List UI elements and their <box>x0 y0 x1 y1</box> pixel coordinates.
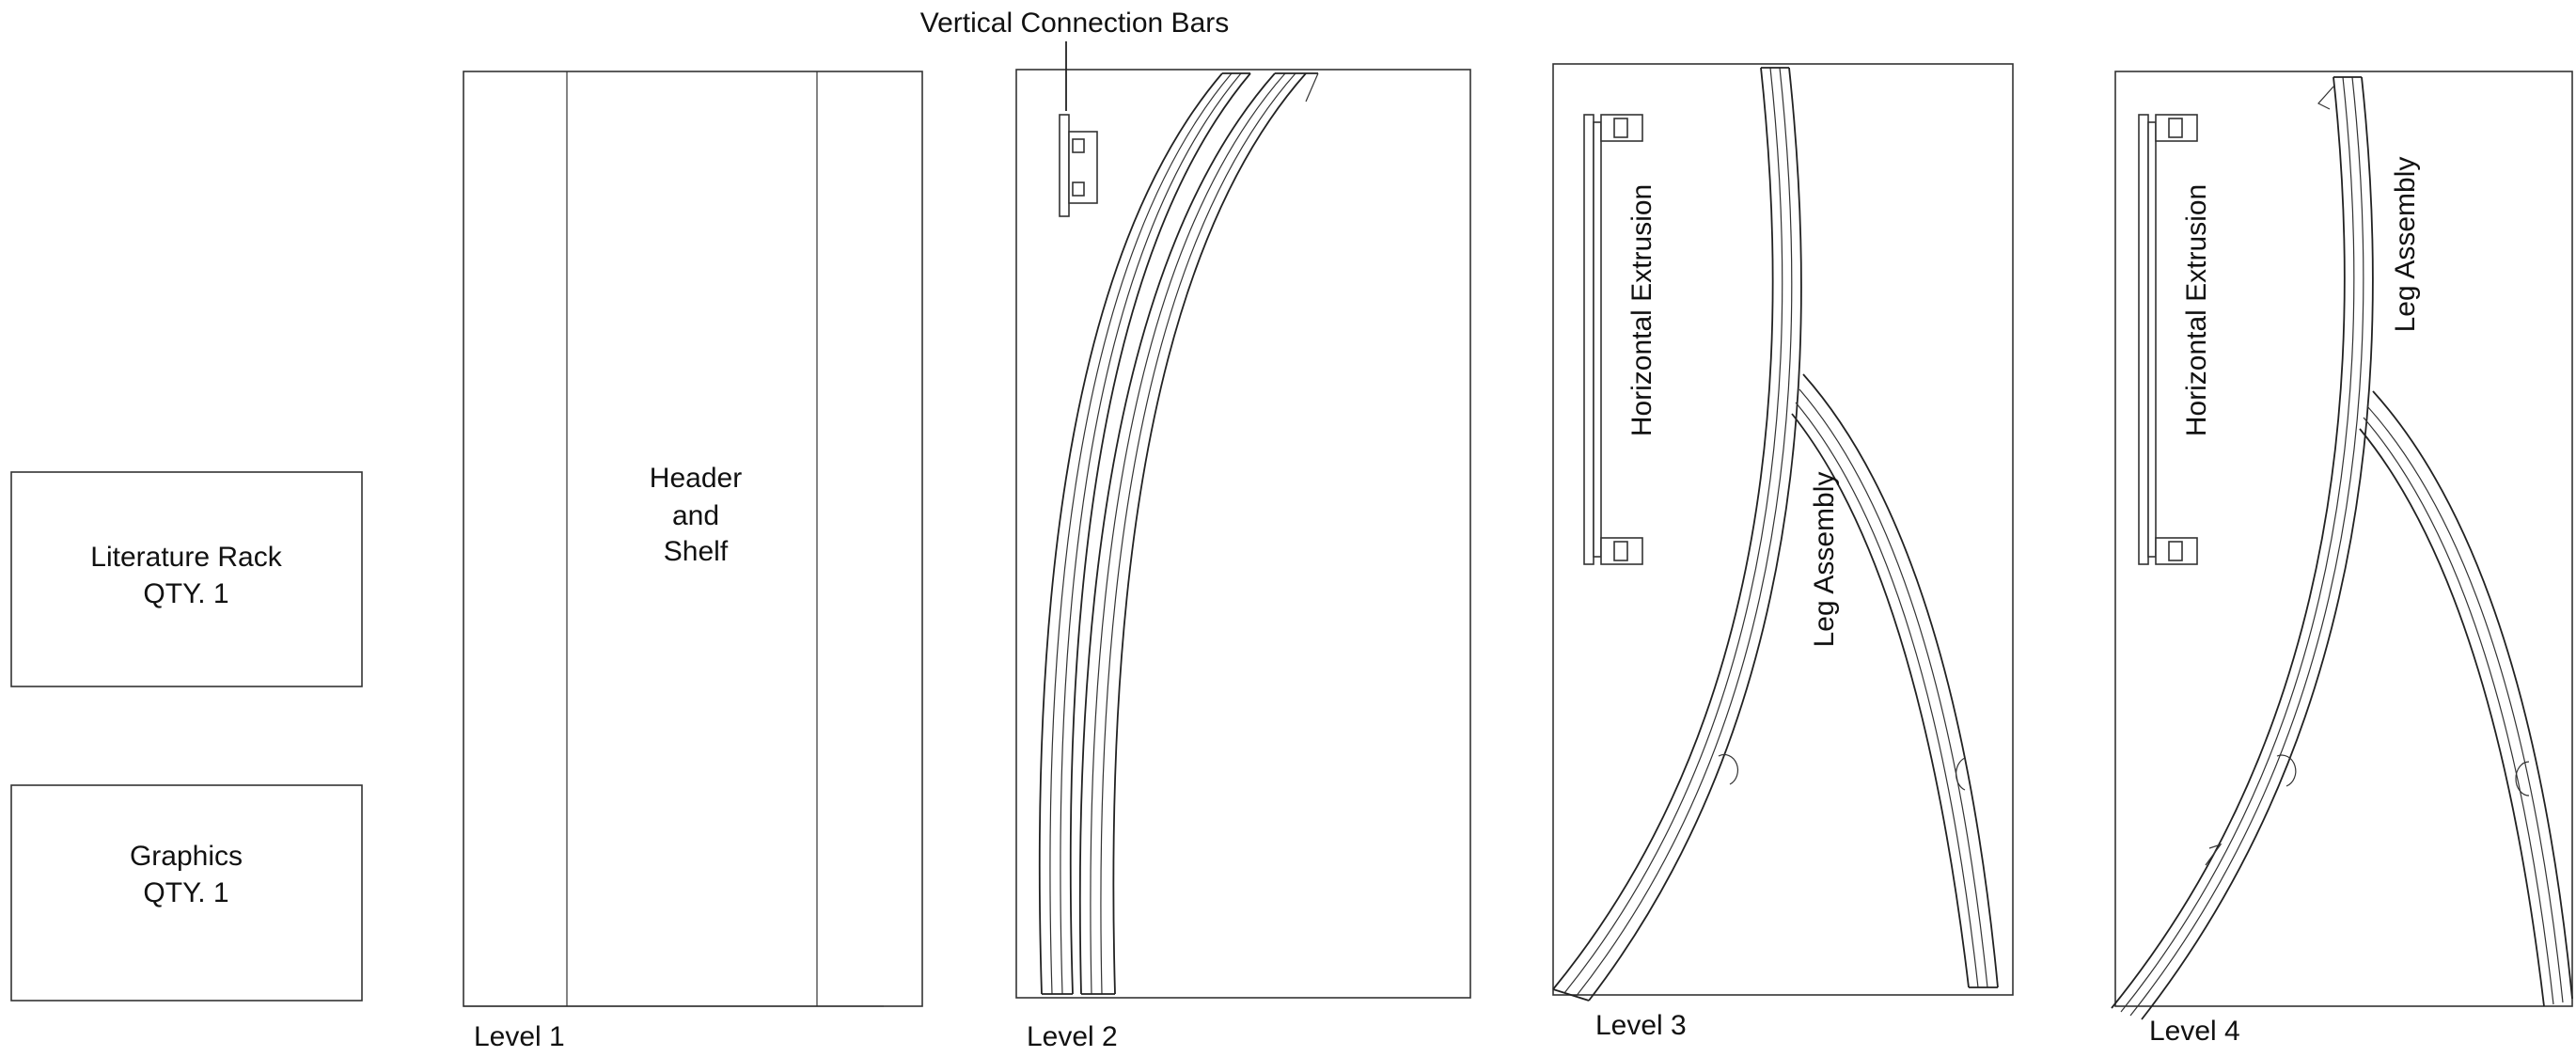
level-4-branch-leg <box>2359 390 2573 1007</box>
header-shelf-label-2: and <box>672 500 719 531</box>
level-4-leg-label: Leg Assembly <box>2390 157 2421 333</box>
level-1-panel: Header and Shelf Level 1 <box>463 71 923 1052</box>
vertical-connection-bars-callout: Vertical Connection Bars <box>920 8 1230 39</box>
horizontal-extrusion-part <box>1583 114 1643 565</box>
level-4-panel: Horizontal Extrusion Leg Assembly Level … <box>2111 71 2573 1047</box>
level-3-branch-leg <box>1791 373 1999 988</box>
vertical-connection-bar-part <box>1059 114 1098 217</box>
header-shelf-label-1: Header <box>650 463 742 494</box>
curved-rail-assembly <box>1038 72 1319 995</box>
literature-rack-qty: QTY. 1 <box>143 578 228 609</box>
level-3-extrusion-label: Horizontal Extrusion <box>1626 184 1657 436</box>
level-4-caption: Level 4 <box>2149 1016 2240 1047</box>
level-4-main-leg <box>2111 76 2374 1020</box>
graphics-title: Graphics <box>130 841 243 872</box>
level-2-caption: Level 2 <box>1027 1021 1118 1052</box>
horizontal-extrusion-part <box>2138 114 2198 565</box>
level-3-main-leg <box>1552 67 1802 1002</box>
level-4-extrusion-label: Horizontal Extrusion <box>2181 184 2212 436</box>
header-shelf-label-3: Shelf <box>664 536 729 567</box>
level-3-leg-label: Leg Assembly <box>1809 472 1840 648</box>
level-1-caption: Level 1 <box>474 1021 565 1052</box>
graphics-qty: QTY. 1 <box>143 877 228 908</box>
literature-rack-title: Literature Rack <box>90 542 282 573</box>
level-2-panel: Vertical Connection Bars Level 2 <box>920 8 1471 1052</box>
level-3-panel: Horizontal Extrusion Leg Assembly Level … <box>1552 63 2014 1041</box>
level-3-caption: Level 3 <box>1595 1010 1687 1041</box>
graphics-box: Graphics QTY. 1 <box>10 784 363 1002</box>
literature-rack-box: Literature Rack QTY. 1 <box>10 471 363 687</box>
